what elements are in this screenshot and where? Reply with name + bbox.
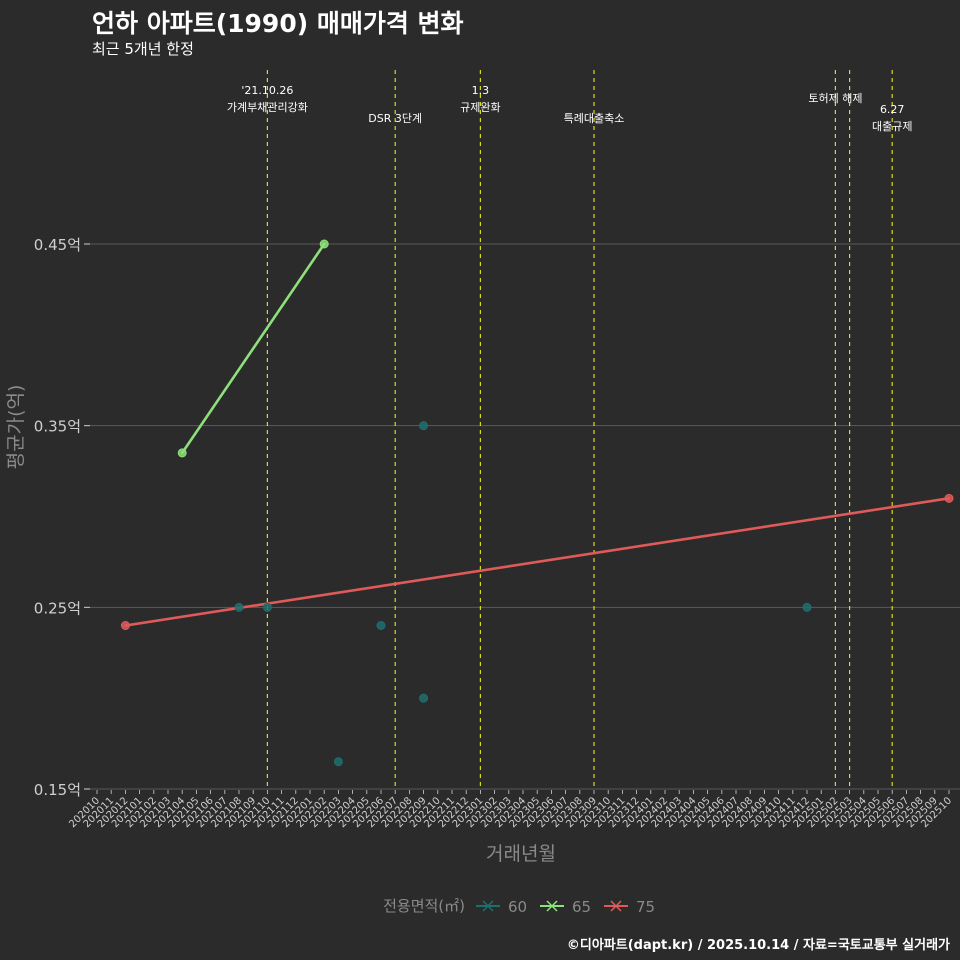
- source-caption: ©디아파트(dapt.kr) / 2025.10.14 / 자료=국토교통부 실…: [566, 938, 950, 953]
- event-label: DSR 3단계: [368, 112, 422, 125]
- y-tick-label: 0.15억: [34, 781, 81, 799]
- y-tick-label: 0.25억: [34, 599, 81, 617]
- legend-key-cross: [482, 900, 494, 912]
- x-axis-title: 거래년월: [486, 843, 556, 865]
- legend-title: 전용면적(㎡): [383, 897, 465, 915]
- data-point-60: [802, 602, 812, 612]
- data-point-60: [234, 602, 244, 612]
- event-label: '21.10.26: [241, 84, 293, 97]
- event-label: 특례대출축소: [564, 112, 625, 125]
- trend-line-65: [180, 242, 326, 455]
- data-point-60: [376, 621, 386, 630]
- event-label: 가계부채관리강화: [227, 101, 308, 114]
- data-point-75: [944, 493, 954, 503]
- data-point-60: [419, 421, 429, 431]
- chart-title: 언하 아파트(1990) 매매가격 변화: [92, 9, 464, 38]
- y-tick-label: 0.45억: [34, 236, 81, 254]
- legend-label: 65: [572, 898, 591, 916]
- legend-key-cross: [610, 900, 622, 912]
- legend-label: 60: [508, 898, 527, 916]
- data-point-60: [333, 757, 343, 767]
- data-point-65: [177, 448, 187, 458]
- data-point-65: [319, 239, 329, 249]
- legend-label: 75: [636, 898, 655, 916]
- y-axis-title: 평균가(억): [5, 385, 27, 470]
- event-label: 6.27: [880, 103, 905, 116]
- data-point-60: [419, 693, 429, 703]
- event-label: 대출규제: [872, 120, 912, 133]
- data-point-60: [262, 602, 272, 612]
- chart-subtitle: 최근 5개년 한정: [92, 40, 194, 58]
- legend-key-cross: [546, 900, 558, 912]
- data-point-75: [120, 621, 130, 630]
- y-tick-label: 0.35억: [34, 418, 81, 436]
- trend-line-75: [124, 497, 951, 627]
- event-label: 토허제 해제: [808, 91, 862, 105]
- event-label: 1.3: [472, 84, 490, 97]
- event-label: 규제완화: [460, 101, 500, 114]
